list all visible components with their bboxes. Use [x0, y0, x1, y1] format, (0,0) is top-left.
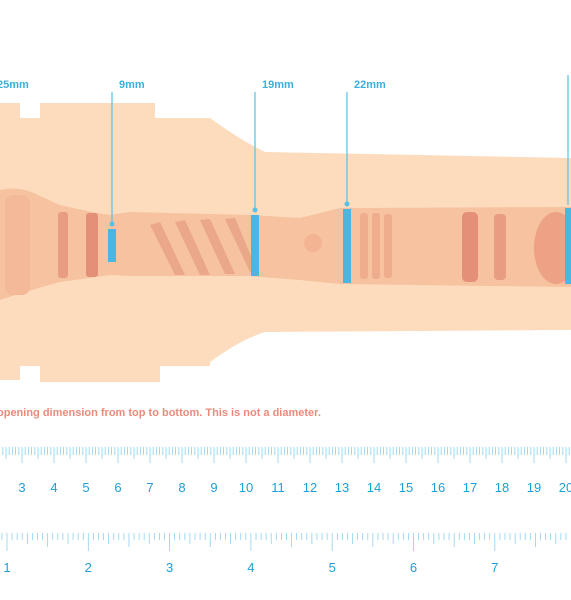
ruler-label: 5 [329, 560, 336, 575]
ruler-label: 19 [527, 480, 541, 495]
ruler-label: 14 [367, 480, 381, 495]
ruler-label: 10 [239, 480, 253, 495]
ruler-label: 16 [431, 480, 445, 495]
ruler-label: 6 [114, 480, 121, 495]
ruler-label: 13 [335, 480, 349, 495]
marker-dot [344, 201, 350, 207]
ruler-label: 8 [178, 480, 185, 495]
ruler-label: 5 [82, 480, 89, 495]
marker-bar [108, 229, 116, 262]
ruler-label: 12 [303, 480, 317, 495]
ruler-label: 7 [146, 480, 153, 495]
ruler-label: 2 [85, 560, 92, 575]
note: opening dimension from top to bottom. Th… [0, 407, 321, 419]
product-body [0, 103, 571, 382]
marker-label: 9mm [119, 79, 145, 91]
ruler-label: 18 [495, 480, 509, 495]
ruler-label: 4 [247, 560, 254, 575]
marker-label: 19mm [262, 79, 294, 91]
marker-dot [109, 221, 115, 227]
ruler-label: 11 [271, 480, 285, 495]
marker-bar [251, 215, 259, 276]
marker-bar [565, 208, 571, 284]
marker-dot [252, 207, 258, 213]
ruler-label: 20 [559, 480, 571, 495]
ruler-label: 7 [491, 560, 498, 575]
rulers: 3 4 5 6 7 8 9 10 11 12 13 14 15 16 17 18 19 201 2 3 4 5 6 7 [1, 447, 571, 575]
ruler-label: 9 [210, 480, 217, 495]
ruler-label: 6 [410, 560, 417, 575]
marker-bar [343, 209, 351, 283]
ruler-label: 4 [50, 480, 57, 495]
marker-label: 22mm [354, 79, 386, 91]
marker-label: 25mm [0, 79, 29, 91]
ruler-label: 17 [463, 480, 477, 495]
ruler-label: 3 [18, 480, 25, 495]
ruler-label: 1 [3, 560, 10, 575]
dimension-markers: 25mm 9mm 19mm 22mm [0, 75, 571, 284]
ruler-label: 3 [166, 560, 173, 575]
ruler-label: 15 [399, 480, 413, 495]
